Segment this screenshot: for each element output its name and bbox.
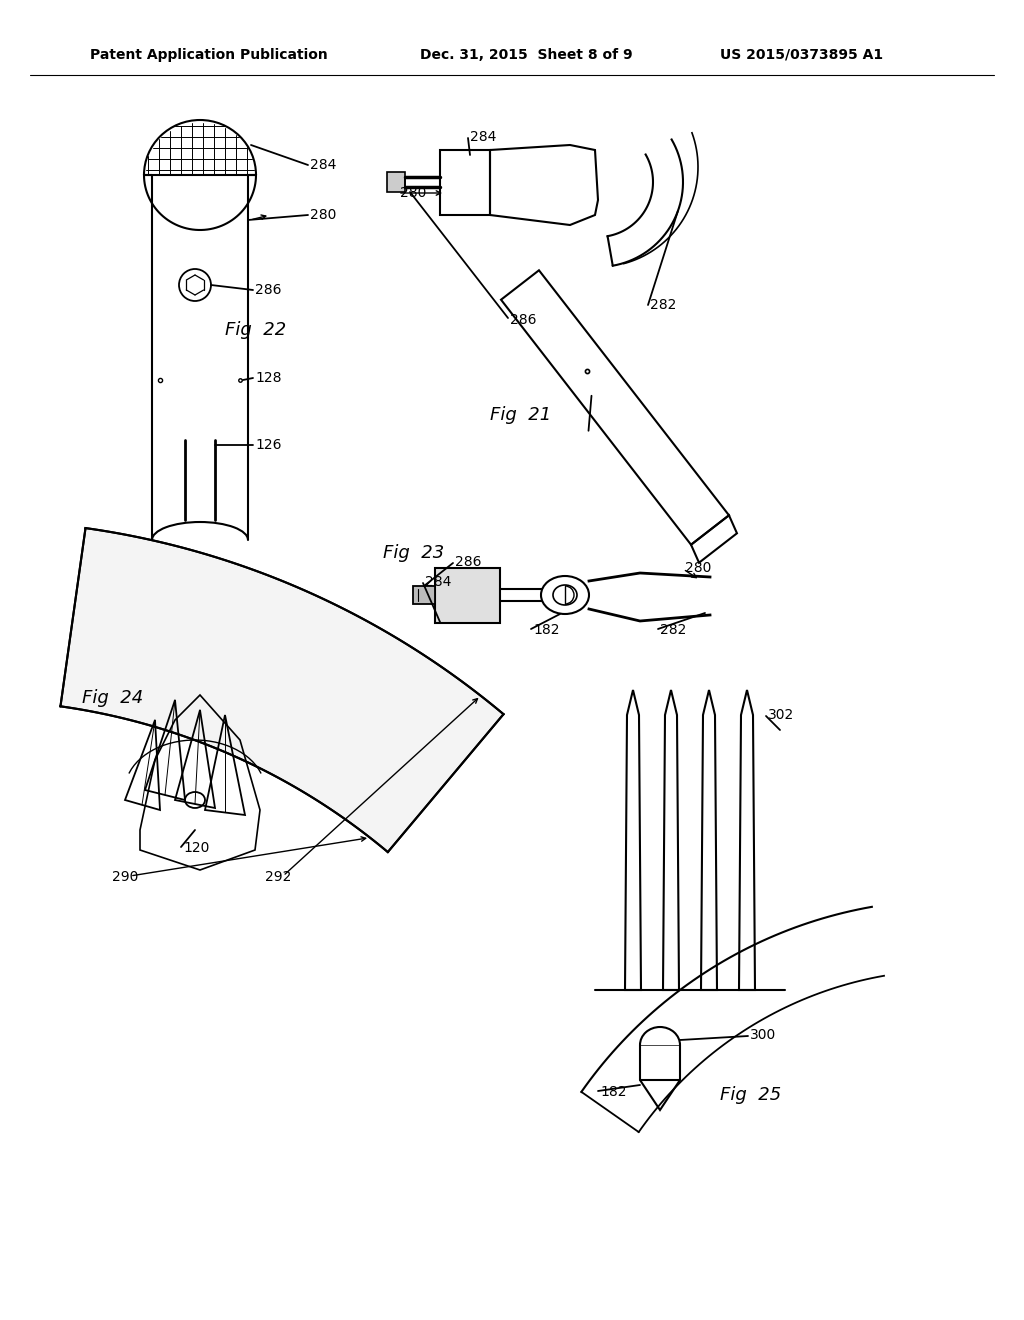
Text: 182: 182 [600, 1085, 627, 1100]
Text: 302: 302 [768, 708, 795, 722]
Text: 284: 284 [470, 129, 497, 144]
Polygon shape [60, 528, 504, 853]
Text: 300: 300 [750, 1028, 776, 1041]
Text: 286: 286 [455, 554, 481, 569]
Text: US 2015/0373895 A1: US 2015/0373895 A1 [720, 48, 883, 62]
Text: 290: 290 [112, 870, 138, 884]
Text: Fig  21: Fig 21 [490, 407, 551, 424]
Text: 280: 280 [310, 209, 336, 222]
Bar [435, 568, 500, 623]
Text: Dec. 31, 2015  Sheet 8 of 9: Dec. 31, 2015 Sheet 8 of 9 [420, 48, 633, 62]
Text: 282: 282 [650, 298, 677, 312]
Text: Fig  23: Fig 23 [383, 544, 444, 562]
Text: 280: 280 [685, 561, 712, 576]
Text: Fig  25: Fig 25 [720, 1086, 781, 1104]
Text: 292: 292 [265, 870, 292, 884]
Text: 126: 126 [255, 438, 282, 451]
Text: 280: 280 [400, 186, 426, 201]
Text: 182: 182 [534, 623, 559, 638]
Bar [387, 172, 406, 191]
Text: 120: 120 [183, 841, 209, 855]
Text: Patent Application Publication: Patent Application Publication [90, 48, 328, 62]
Text: 128: 128 [255, 371, 282, 385]
Text: Fig  24: Fig 24 [82, 689, 143, 708]
Text: 284: 284 [425, 576, 452, 589]
Text: 284: 284 [310, 158, 336, 172]
Text: 286: 286 [255, 282, 282, 297]
Text: Fig  22: Fig 22 [225, 321, 287, 339]
Text: 286: 286 [510, 313, 537, 327]
Bar [440, 150, 490, 215]
Bar [413, 586, 435, 605]
Text: 282: 282 [660, 623, 686, 638]
